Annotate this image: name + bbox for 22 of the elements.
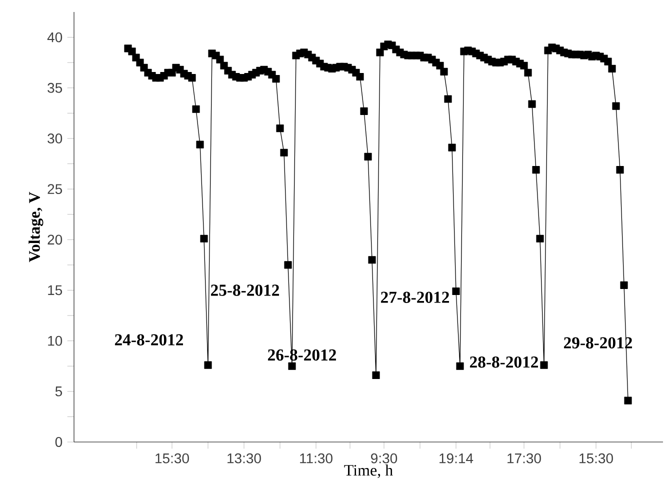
x-tick-label: 15:30 (580, 453, 613, 464)
y-tick-label: 0 (55, 437, 62, 447)
y-tick-label: 20 (48, 234, 62, 245)
y-tick-label: 40 (47, 32, 62, 42)
y-tick-label: 10 (48, 336, 62, 346)
x-tick-label: 17:30 (508, 453, 541, 464)
y-tick-label: 15 (48, 285, 62, 296)
y-tick-label: 35 (48, 82, 62, 93)
annotation: 25-8-2012 (210, 284, 279, 296)
x-tick-label: 9:30 (371, 453, 398, 464)
annotation: 24-8-2012 (114, 334, 183, 346)
y-tick-label: 30 (48, 134, 62, 144)
x-tick-label: 13:30 (228, 453, 261, 464)
y-axis-title: Voltage, V (28, 192, 44, 262)
x-axis-title: Time, h (344, 464, 393, 478)
annotation: 28-8-2012 (470, 356, 538, 368)
y-tick-label: 5 (55, 386, 62, 396)
x-tick-label: 19:14 (440, 453, 474, 464)
y-tick-label: 25 (48, 184, 62, 194)
x-tick-label: 11:30 (300, 453, 332, 464)
x-tick-label: 15:30 (156, 453, 189, 464)
annotation: 27-8-2012 (380, 292, 449, 303)
